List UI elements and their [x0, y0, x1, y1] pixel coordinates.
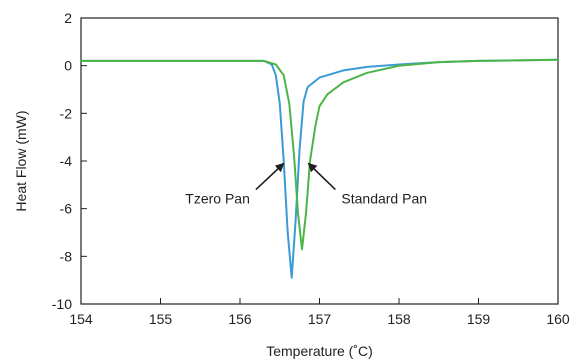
y-tick-label: -10: [52, 296, 72, 312]
annotation-label: Standard Pan: [341, 191, 427, 207]
y-axis-title: Heat Flow (mW): [13, 110, 29, 211]
series-layer: [80, 58, 559, 279]
annotation-layer: Tzero Pan Standard Pan: [185, 162, 427, 207]
x-tick-label: 157: [308, 311, 332, 327]
x-tick-label: 155: [149, 311, 173, 327]
annotation-arrow: [255, 162, 285, 191]
y-tick-label: -2: [60, 105, 73, 121]
x-tick-label: 160: [546, 311, 570, 327]
series-line-1: [80, 58, 559, 279]
x-tick-label: 159: [467, 311, 491, 327]
x-tick-label: 158: [387, 311, 411, 327]
y-tick-label: -8: [60, 248, 73, 264]
series-line-2: [80, 58, 559, 251]
y-tick-label: 0: [64, 58, 72, 74]
y-axis-ticks: 2 0 -2 -4 -6 -8 -10: [52, 10, 87, 312]
x-axis-ticks: 154 155 156 157 158 159 160: [69, 298, 570, 327]
y-tick-label: -6: [60, 201, 73, 217]
x-tick-label: 154: [69, 311, 93, 327]
y-tick-label: 2: [64, 10, 72, 26]
x-tick-label: 156: [228, 311, 252, 327]
y-tick-label: -4: [60, 153, 73, 169]
annotation-arrow: [307, 162, 336, 191]
x-axis-title: Temperature (˚C): [266, 343, 373, 359]
annotation-label: Tzero Pan: [185, 191, 250, 207]
